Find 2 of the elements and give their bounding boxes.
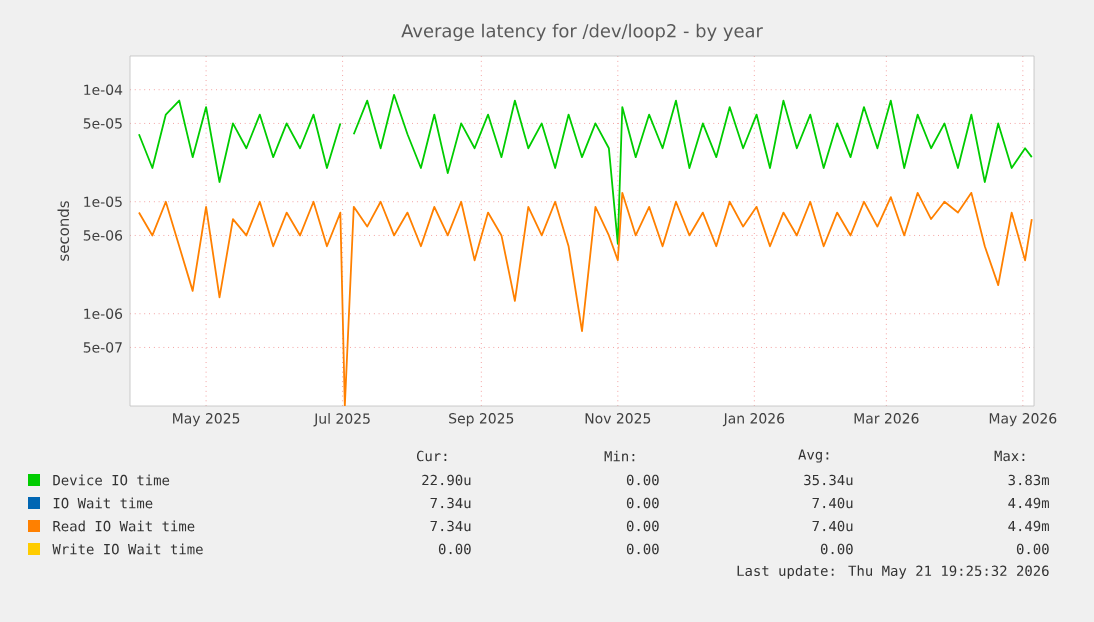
line-series bbox=[138, 191, 1033, 407]
chart-title: Average latency for /dev/loop2 - by year bbox=[401, 23, 763, 41]
